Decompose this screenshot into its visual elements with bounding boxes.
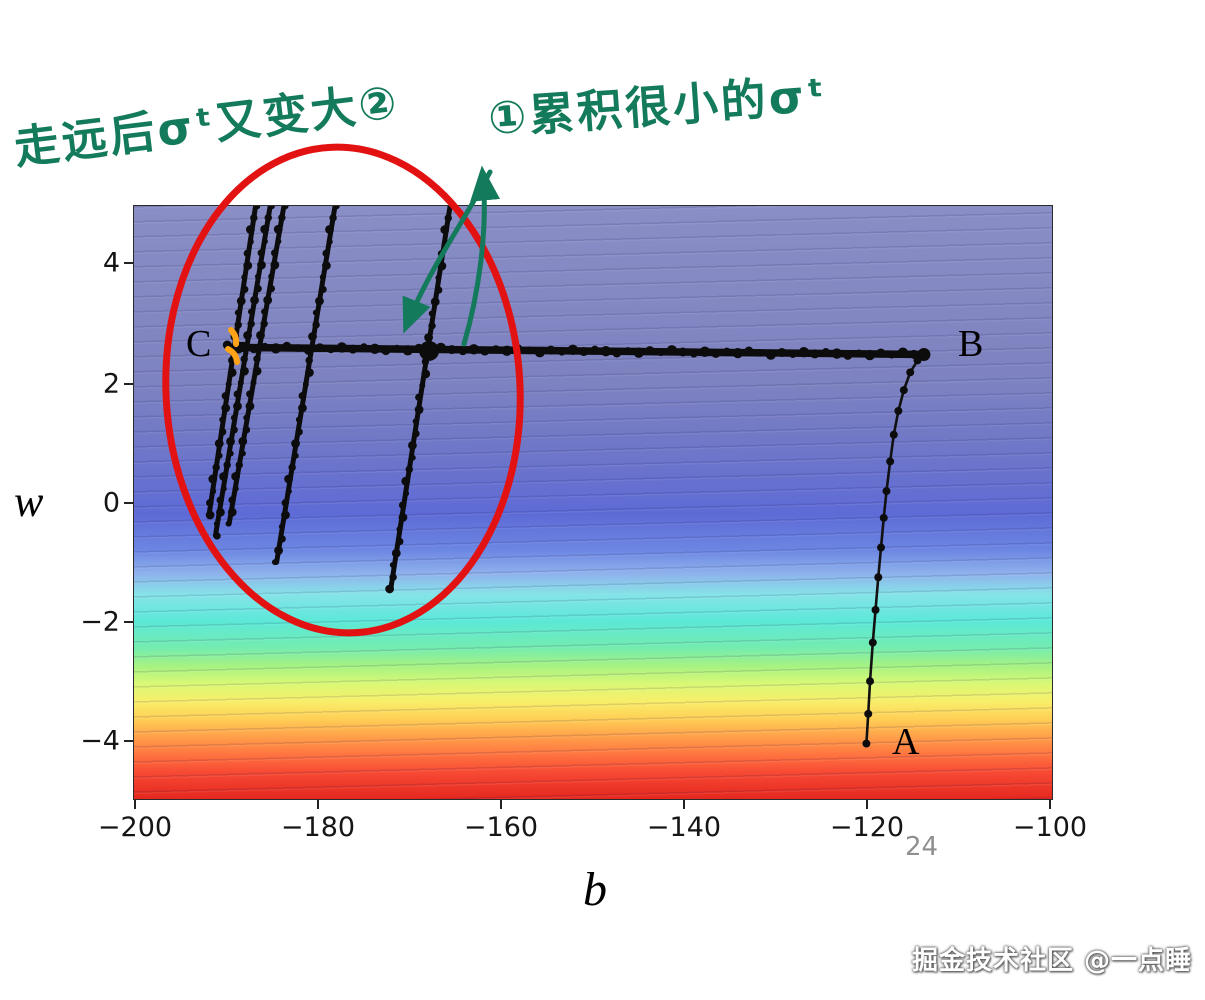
x-tick-label: −100	[1012, 812, 1088, 843]
y-tick-mark	[124, 262, 133, 264]
point-label-a: A	[892, 721, 920, 763]
y-tick-mark	[124, 740, 133, 742]
x-tick-label: −180	[280, 812, 356, 843]
watermark: 掘金技术社区 @一点睡	[912, 946, 1193, 976]
trajectory-layer	[205, 206, 931, 748]
x-tick-mark	[866, 800, 868, 809]
y-tick-label: −4	[80, 725, 120, 757]
x-tick-mark	[134, 800, 136, 809]
y-tick-label: 0	[102, 487, 120, 519]
x-tick-label: −160	[463, 812, 539, 843]
page-number: 24	[905, 832, 939, 862]
x-tick-label: −200	[97, 812, 173, 843]
y-tick-label: −2	[80, 606, 120, 638]
point-label-b: B	[958, 323, 984, 365]
x-tick-label: −140	[646, 812, 722, 843]
y-tick-mark	[124, 502, 133, 504]
x-tick-mark	[1049, 800, 1051, 809]
x-tick-mark	[683, 800, 685, 809]
handwritten-note-right: ①累积很小的σᵗ	[486, 68, 829, 145]
y-tick-label: 4	[102, 247, 120, 279]
x-tick-mark	[500, 800, 502, 809]
y-tick-mark	[124, 383, 133, 385]
loss-contour-plot	[133, 205, 1053, 800]
x-axis-label: b	[583, 863, 607, 916]
x-tick-label: −120	[829, 812, 905, 843]
x-tick-mark	[317, 800, 319, 809]
y-axis-label: w	[14, 477, 44, 526]
handwritten-note-left: 走远后σᵗ又变大②	[11, 74, 403, 175]
y-tick-mark	[124, 621, 133, 623]
y-tick-label: 2	[102, 368, 120, 400]
point-label-c: C	[186, 323, 212, 365]
